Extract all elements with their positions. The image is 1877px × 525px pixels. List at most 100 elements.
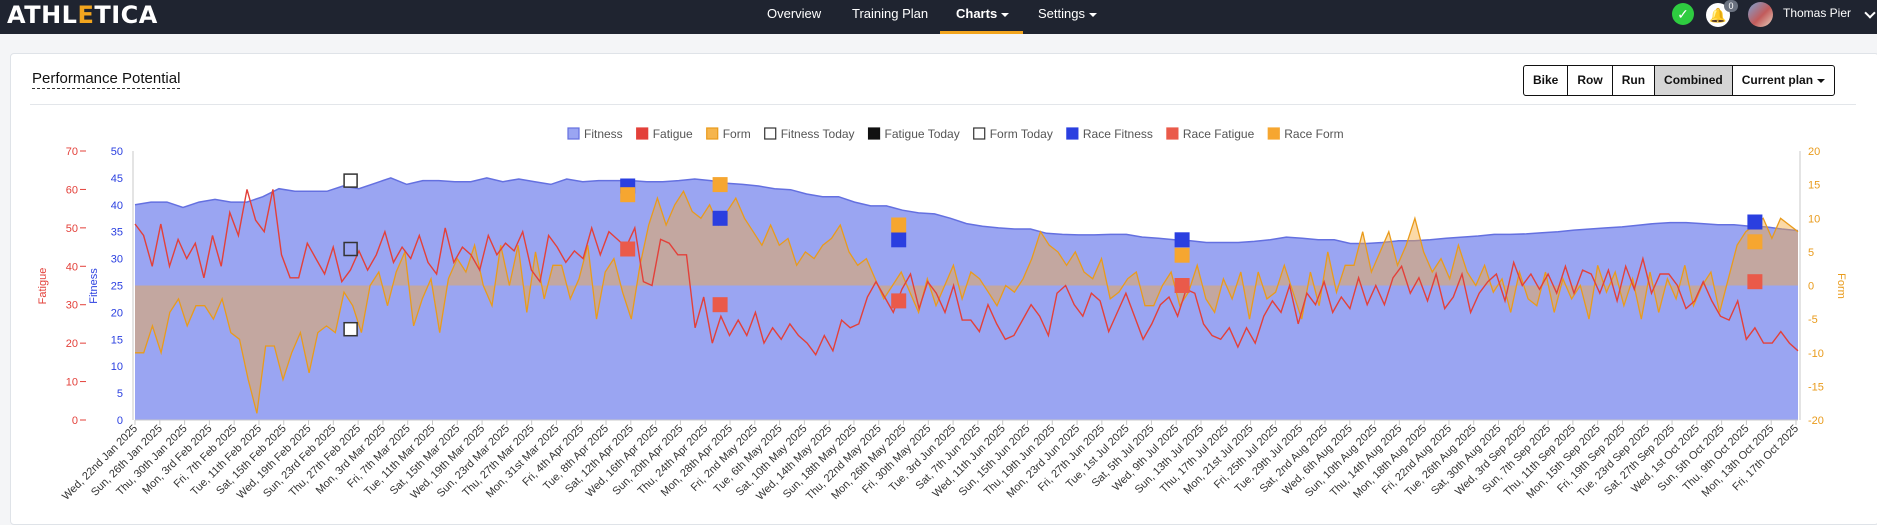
race-fatigue-marker: [712, 297, 728, 313]
form-tick-label: 0: [1808, 281, 1814, 293]
current-plan-dropdown[interactable]: Current plan: [1731, 65, 1836, 96]
fitness-tick-label: 15: [111, 334, 123, 346]
fitness-tick-label: 45: [111, 173, 123, 185]
race-form-marker: [1747, 234, 1763, 250]
user-name[interactable]: Thomas Pier: [1783, 6, 1852, 20]
race-fitness-marker: [1747, 214, 1763, 230]
fitness-axis-title: Fitness: [88, 268, 100, 304]
fitness-line: [134, 177, 1799, 245]
legend-item-fatigue-today[interactable]: Fatigue Today: [867, 127, 960, 141]
race-fatigue-marker: [620, 241, 636, 257]
form-tick-label: -15: [1808, 381, 1824, 393]
race-fitness-marker: [891, 232, 907, 248]
athletica-logo[interactable]: ATHLETICA: [7, 1, 158, 29]
fitness-tick-label: 30: [111, 254, 123, 266]
fitness-tick-label: 50: [111, 146, 123, 158]
nav-settings[interactable]: Settings: [1038, 0, 1097, 30]
combined-button[interactable]: Combined: [1654, 65, 1733, 96]
form-tick-label: 10: [1808, 213, 1820, 225]
fatigue-tick-label: 0: [72, 415, 78, 427]
notification-badge: 0: [1724, 0, 1738, 12]
race-form-marker: [712, 177, 728, 193]
fitness-tick-label: 40: [111, 200, 123, 212]
fitness-area: [135, 177, 1798, 420]
legend-swatch: [636, 127, 649, 140]
fitness-today-marker: [343, 173, 358, 188]
form-today-marker: [343, 321, 358, 337]
legend-item-fatigue[interactable]: Fatigue: [636, 127, 693, 141]
nav-charts[interactable]: Charts: [956, 0, 1010, 30]
divider: [30, 104, 1856, 105]
fitness-tick-label: 10: [111, 361, 123, 373]
legend-item-fitness[interactable]: Fitness: [567, 127, 623, 141]
legend-item-race-fatigue[interactable]: Race Fatigue: [1166, 127, 1255, 141]
legend-label: Fitness Today: [781, 127, 855, 141]
chart-markers: [343, 173, 1763, 337]
fatigue-axis-title: Fatigue: [37, 268, 49, 305]
form-tick-label: 5: [1808, 247, 1814, 259]
form-axis-title: Form: [1835, 273, 1847, 299]
fatigue-today-marker: [343, 241, 358, 257]
fatigue-tick-label: 60: [66, 184, 78, 196]
run-button[interactable]: Run: [1611, 65, 1656, 96]
race-form-marker: [620, 187, 636, 203]
fatigue-tick-label: 10: [66, 377, 78, 389]
legend-swatch: [1066, 127, 1079, 140]
sport-toggle-group: Bike Row Run Combined Current plan: [1523, 65, 1836, 96]
race-fitness-marker: [1174, 232, 1190, 248]
form-tick-label: 20: [1808, 146, 1820, 158]
fatigue-tick-label: 70: [66, 146, 78, 158]
bell-icon[interactable]: 🔔: [1706, 3, 1730, 27]
legend-item-form-today[interactable]: Form Today: [973, 127, 1053, 141]
nav-active-indicator: [940, 31, 1023, 34]
fatigue-tick-label: 50: [66, 223, 78, 235]
legend-item-race-form[interactable]: Race Form: [1267, 127, 1344, 141]
race-fatigue-marker: [1747, 274, 1763, 290]
legend-label: Fatigue: [653, 127, 693, 141]
fitness-tick-label: 25: [111, 281, 123, 293]
chart-axes: 010203040506070Fatigue051015202530354045…: [37, 146, 1847, 427]
fatigue-tick-label: 30: [66, 300, 78, 312]
legend-swatch: [867, 127, 881, 140]
form-line: [135, 189, 1799, 414]
legend-label: Form Today: [990, 127, 1053, 141]
race-form-marker: [1174, 247, 1190, 263]
form-tick-label: -10: [1808, 348, 1824, 360]
fatigue-tick-label: 20: [66, 338, 78, 350]
legend-label: Fitness: [584, 127, 623, 141]
legend-swatch: [706, 127, 719, 140]
legend-swatch: [1267, 127, 1280, 140]
top-navbar: ATHLETICA Overview Training Plan Charts …: [0, 0, 1877, 34]
form-tick-label: -20: [1808, 415, 1824, 427]
legend-item-fitness-today[interactable]: Fitness Today: [764, 127, 855, 141]
legend-label: Race Fitness: [1083, 127, 1153, 141]
race-fitness-marker: [712, 210, 728, 226]
legend-swatch: [567, 127, 580, 140]
legend-item-race-fitness[interactable]: Race Fitness: [1066, 127, 1153, 141]
nav-training-plan[interactable]: Training Plan: [852, 6, 929, 21]
card-title[interactable]: Performance Potential: [32, 70, 181, 89]
chart-legend: Fitness Fatigue Form Fitness Today Fatigue T…: [567, 127, 1344, 141]
fitness-tick-label: 5: [117, 388, 123, 400]
nav-overview[interactable]: Overview: [767, 6, 822, 21]
fatigue-line: [134, 189, 1799, 357]
form-tick-label: -5: [1808, 314, 1818, 326]
race-fatigue-marker: [1174, 278, 1190, 293]
legend-item-form[interactable]: Form: [706, 127, 751, 141]
legend-swatch: [1166, 127, 1179, 140]
avatar[interactable]: [1748, 2, 1773, 27]
row-button[interactable]: Row: [1567, 65, 1613, 96]
bike-button[interactable]: Bike: [1523, 65, 1569, 96]
legend-swatch: [973, 127, 986, 140]
race-form-marker: [891, 217, 907, 233]
legend-label: Race Fatigue: [1183, 127, 1255, 141]
fitness-tick-label: 0: [117, 415, 123, 427]
chevron-down-icon: [1088, 12, 1097, 17]
fitness-tick-label: 20: [111, 307, 123, 319]
check-circle-icon[interactable]: ✓: [1672, 3, 1694, 25]
chevron-down-icon: [1817, 78, 1826, 83]
form-tick-label: 15: [1808, 180, 1820, 192]
legend-label: Fatigue Today: [885, 127, 960, 141]
